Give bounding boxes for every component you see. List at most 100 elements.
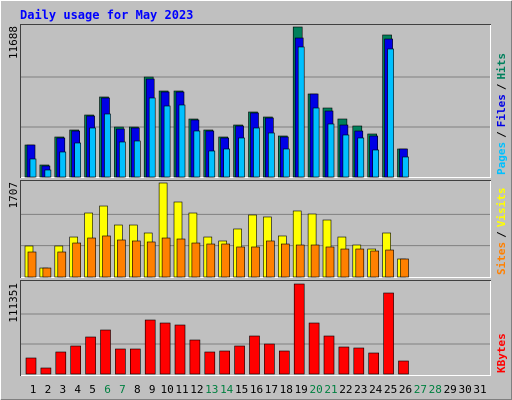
bar xyxy=(251,246,260,278)
x-tick-label: 24 xyxy=(369,383,383,396)
bar xyxy=(370,250,380,278)
bar xyxy=(219,350,230,375)
bar xyxy=(85,336,96,375)
bar xyxy=(130,348,141,375)
bar xyxy=(353,347,365,375)
y-tick-label: 1707 xyxy=(7,182,20,209)
x-tick-label: 23 xyxy=(354,383,367,396)
x-tick-label: 6 xyxy=(104,383,111,396)
bar xyxy=(268,132,275,178)
bar xyxy=(144,319,156,375)
legend-entry: KBytes xyxy=(495,333,508,373)
x-tick-label: 10 xyxy=(160,383,173,396)
bar xyxy=(27,251,37,278)
bar xyxy=(236,246,245,278)
bar xyxy=(115,348,126,375)
bar xyxy=(102,235,111,278)
bar xyxy=(266,240,275,278)
x-tick-label: 13 xyxy=(205,383,218,396)
x-tick-label: 1 xyxy=(30,383,37,396)
x-tick-label: 26 xyxy=(399,383,412,396)
x-tick-label: 22 xyxy=(339,383,352,396)
bar xyxy=(161,237,171,278)
bar xyxy=(193,130,201,178)
bar xyxy=(132,240,141,278)
legend-separator: / xyxy=(495,83,508,90)
bar xyxy=(57,251,67,278)
bar xyxy=(70,345,81,375)
x-tick-label: 20 xyxy=(309,383,322,396)
bar xyxy=(387,48,394,178)
x-tick-label: 30 xyxy=(458,383,471,396)
x-tick-label: 31 xyxy=(473,383,486,396)
bar xyxy=(89,127,96,178)
legend-entry: Files xyxy=(495,94,508,127)
bar xyxy=(191,242,201,278)
bar xyxy=(234,345,245,375)
bar xyxy=(312,107,320,178)
bar xyxy=(72,242,81,278)
bar xyxy=(383,292,394,375)
legend-entry: Pages xyxy=(495,142,508,175)
chart-title: Daily usage for May 2023 xyxy=(20,8,193,22)
legend-entry: Hits xyxy=(495,53,508,80)
bar xyxy=(159,322,171,375)
bar xyxy=(176,238,186,278)
bar xyxy=(340,248,350,278)
bar xyxy=(238,137,245,178)
bar xyxy=(297,46,305,178)
bar xyxy=(40,367,52,375)
bar xyxy=(385,249,394,278)
x-tick-label: 7 xyxy=(119,383,126,396)
x-tick-label: 25 xyxy=(384,383,397,396)
panel-border-dark xyxy=(20,280,491,376)
x-tick-label: 29 xyxy=(444,383,457,396)
bar xyxy=(295,244,305,278)
bar xyxy=(223,148,230,178)
x-tick-label: 27 xyxy=(414,383,427,396)
legend: KBytes xyxy=(495,333,508,373)
bar xyxy=(338,346,350,375)
x-tick-label: 14 xyxy=(220,383,234,396)
legend: Sites / Visits xyxy=(495,188,508,276)
bar xyxy=(355,248,365,278)
bar xyxy=(323,335,335,375)
legend-entry: Sites xyxy=(495,242,508,275)
x-tick-label: 21 xyxy=(324,383,337,396)
x-tick-label: 9 xyxy=(149,383,156,396)
panel-border-light xyxy=(21,181,491,278)
bar xyxy=(44,169,52,178)
x-tick-label: 2 xyxy=(45,383,52,396)
bar xyxy=(278,350,290,375)
legend-entry: Visits xyxy=(495,188,508,228)
x-tick-label: 5 xyxy=(89,383,96,396)
panel-border-dark xyxy=(20,180,491,278)
x-tick-label: 17 xyxy=(265,383,278,396)
bar xyxy=(293,283,305,375)
bar xyxy=(178,104,186,178)
bar xyxy=(368,352,380,375)
bar xyxy=(25,357,37,375)
bar xyxy=(146,241,156,278)
bar xyxy=(325,246,335,278)
bar xyxy=(372,149,380,178)
bar xyxy=(253,127,260,178)
bar xyxy=(282,148,290,178)
bar xyxy=(55,351,67,375)
x-tick-label: 19 xyxy=(295,383,308,396)
bar xyxy=(402,156,409,178)
panel-border-dark xyxy=(20,24,491,178)
x-tick-label: 18 xyxy=(280,383,293,396)
bar xyxy=(308,322,320,375)
bar xyxy=(74,142,81,178)
legend-separator: / xyxy=(495,131,508,138)
x-tick-label: 16 xyxy=(250,383,263,396)
bar xyxy=(29,158,37,178)
bar xyxy=(204,351,216,375)
bar xyxy=(134,140,141,178)
bar xyxy=(208,150,216,178)
x-tick-label: 8 xyxy=(134,383,141,396)
bar xyxy=(104,113,111,178)
x-tick-label: 15 xyxy=(235,383,248,396)
